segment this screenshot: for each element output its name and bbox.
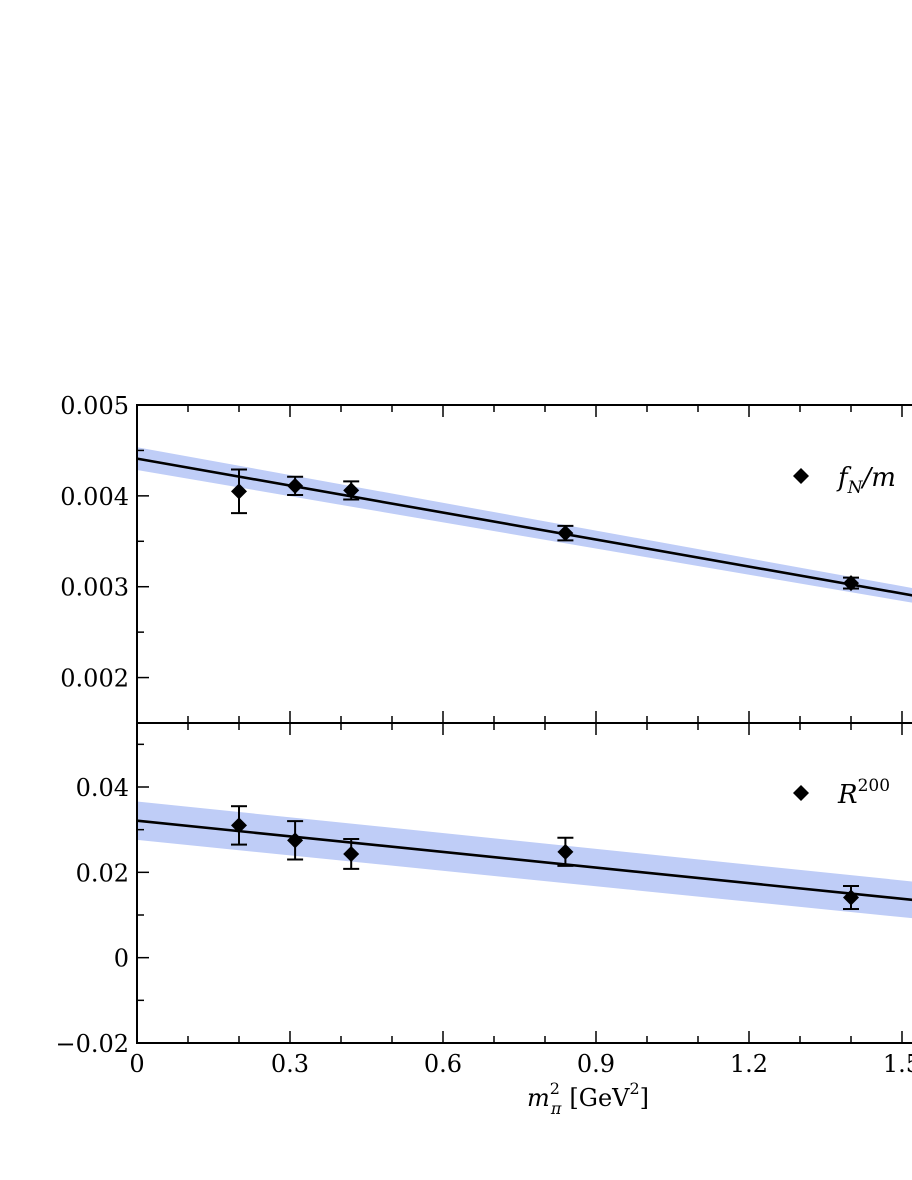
data-point-top-4 — [557, 524, 574, 542]
legend-top-marker — [793, 468, 809, 484]
fit-bands-layer — [137, 447, 912, 919]
data-point-top-3 — [343, 480, 360, 501]
data-point-top-2 — [287, 475, 304, 496]
y-tick-label-top-1: 0.002 — [60, 665, 129, 693]
legend-top: fN/m — [793, 463, 896, 498]
data-point-top-5 — [843, 575, 859, 592]
x-tick-label-5: 1.2 — [730, 1050, 768, 1078]
panel-frame-bottom — [136, 722, 912, 1044]
diamond-marker — [287, 477, 304, 494]
x-axis-title: m2 π [GeV2] — [527, 1079, 649, 1118]
data-point-top-1 — [231, 468, 247, 515]
y-tick-label-bottom-1: −0.02 — [55, 1030, 129, 1058]
legend-bottom: R200 — [793, 776, 890, 810]
fit-band-top — [137, 447, 912, 603]
diamond-marker — [343, 482, 360, 499]
diamond-marker — [843, 889, 859, 906]
data-point-bottom-1 — [231, 805, 247, 846]
y-tick-label-bottom-3: 0.02 — [76, 859, 129, 887]
y-tick-label-top-3: 0.004 — [60, 483, 129, 511]
y-tick-label-bottom-2: 0 — [114, 945, 129, 973]
fit-line-top — [136, 457, 912, 597]
points-layer — [231, 468, 859, 911]
diamond-marker — [231, 817, 247, 834]
diamond-marker — [843, 575, 859, 592]
fit-lines-layer — [136, 457, 912, 902]
x-tick-label-1: 0 — [129, 1050, 144, 1078]
legend-bottom-label: R200 — [837, 776, 890, 810]
diamond-marker — [231, 483, 247, 500]
x-tick-label-3: 0.6 — [424, 1050, 462, 1078]
diamond-marker — [557, 843, 574, 860]
x-tick-label-2: 0.3 — [271, 1050, 309, 1078]
data-point-bottom-3 — [343, 838, 360, 870]
legend-top-label: fN/m — [836, 463, 896, 498]
x-tick-label-4: 0.9 — [577, 1050, 615, 1078]
x-tick-label-6: 1.5 — [883, 1050, 912, 1078]
data-point-bottom-4 — [557, 836, 574, 867]
diamond-marker — [287, 832, 304, 849]
fit-line-bottom — [136, 819, 912, 902]
frames-layer — [136, 404, 912, 1044]
data-point-bottom-2 — [287, 820, 304, 861]
data-point-bottom-5 — [843, 884, 859, 911]
y-tick-label-bottom-4: 0.04 — [76, 774, 129, 802]
panel-frame-top — [136, 404, 912, 724]
diamond-marker — [343, 845, 360, 862]
y-tick-label-top-2: 0.003 — [60, 574, 129, 602]
legend-bottom-marker — [793, 785, 809, 801]
diamond-marker — [557, 525, 574, 542]
y-tick-label-top-4: 0.005 — [60, 392, 129, 420]
